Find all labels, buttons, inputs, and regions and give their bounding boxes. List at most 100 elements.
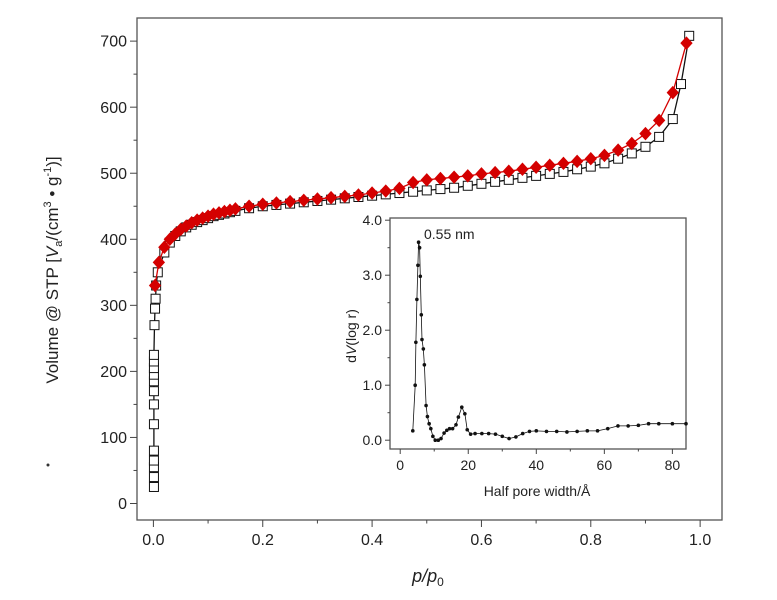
main-adsorption-point bbox=[148, 472, 159, 483]
inset-data-point bbox=[410, 429, 415, 433]
inset-data-point bbox=[415, 297, 419, 302]
inset-data-point bbox=[520, 431, 525, 436]
inset-data-point bbox=[465, 427, 470, 432]
main-adsorption-point bbox=[148, 349, 159, 360]
inset-data-point bbox=[544, 429, 549, 434]
main-adsorption-point bbox=[149, 320, 160, 331]
main-desorption-point bbox=[297, 193, 310, 208]
main-adsorption-point bbox=[421, 185, 432, 196]
inset-data-point bbox=[575, 429, 579, 434]
main-adsorption-point bbox=[626, 148, 637, 159]
inset-frame bbox=[389, 217, 687, 450]
inset-data-point bbox=[507, 436, 511, 441]
inset-data-point bbox=[433, 438, 438, 443]
main-adsorption-point bbox=[148, 445, 159, 456]
inset-data-point bbox=[684, 421, 688, 426]
main-desorption-point bbox=[666, 85, 679, 100]
inset-y-axis-label: dV(log r) bbox=[343, 309, 359, 363]
inset-data-point bbox=[429, 426, 433, 431]
main-y-tick-label: 200 bbox=[100, 364, 127, 381]
main-desorption-point bbox=[270, 196, 283, 210]
main-desorption-point bbox=[611, 143, 625, 157]
inset-data-point bbox=[493, 432, 498, 436]
main-y-tick-label: 100 bbox=[100, 430, 127, 447]
main-adsorption-point bbox=[148, 481, 159, 492]
main-x-axis-label: p/p0 bbox=[411, 566, 444, 589]
main-adsorption-point bbox=[148, 419, 159, 430]
main-desorption-point bbox=[311, 192, 324, 206]
inset-data-point bbox=[480, 431, 484, 436]
main-x-tick-label: 0.0 bbox=[142, 532, 164, 549]
main-y-tick-label: 0 bbox=[118, 496, 127, 513]
main-y-tick-label: 700 bbox=[100, 34, 127, 51]
inset-data-point bbox=[425, 414, 430, 419]
inset-data-point bbox=[417, 245, 422, 250]
inset-data-point bbox=[626, 424, 630, 428]
inset-data-point bbox=[527, 429, 532, 434]
main-desorption-point bbox=[557, 156, 570, 171]
main-y-tick-label: 600 bbox=[100, 100, 127, 117]
inset-data-point bbox=[514, 435, 518, 439]
main-desorption-point bbox=[365, 186, 379, 200]
main-adsorption-point bbox=[667, 114, 678, 125]
main-y-tick-label: 500 bbox=[100, 166, 127, 183]
main-y-axis-label: Volume @ STP [Va/(cm3 • g-1)] bbox=[42, 156, 65, 383]
inset-data-point bbox=[419, 313, 424, 317]
inset-data-point bbox=[416, 240, 421, 244]
inset-data-point bbox=[554, 429, 559, 434]
inset-data-point bbox=[585, 429, 590, 433]
main-x-tick-label: 1.0 bbox=[689, 532, 711, 549]
main-x-tick-label: 0.8 bbox=[580, 532, 602, 549]
inset-data-point bbox=[616, 424, 620, 428]
inset-data-point bbox=[442, 431, 446, 435]
main-desorption-point bbox=[543, 158, 556, 173]
main-adsorption-point bbox=[640, 141, 651, 152]
inset-y-tick-label: 1.0 bbox=[363, 377, 383, 393]
main-desorption-point bbox=[393, 181, 406, 196]
main-desorption-point bbox=[529, 160, 543, 175]
inset-data-point bbox=[439, 436, 443, 441]
main-desorption-point bbox=[324, 190, 338, 205]
inset-data-point bbox=[450, 426, 455, 431]
main-desorption-point bbox=[148, 278, 162, 293]
main-desorption-point bbox=[379, 184, 392, 198]
inset-data-point bbox=[413, 383, 417, 388]
main-desorption-point bbox=[406, 175, 420, 190]
main-adsorption-point bbox=[150, 293, 161, 304]
inset-data-point bbox=[418, 274, 423, 279]
inset-data-point bbox=[656, 421, 661, 426]
main-x-tick-label: 0.6 bbox=[470, 532, 492, 549]
inset-data-point bbox=[436, 438, 441, 443]
inset-data-point bbox=[500, 434, 505, 439]
main-desorption-point bbox=[488, 165, 502, 180]
main-desorption-point bbox=[256, 197, 269, 212]
main-x-tick-label: 0.2 bbox=[252, 532, 274, 549]
inset-data-point bbox=[427, 421, 431, 426]
main-adsorption-point bbox=[462, 180, 473, 191]
inset-data-point bbox=[445, 428, 449, 433]
main-desorption-point bbox=[434, 171, 447, 186]
main-desorption-point bbox=[420, 173, 433, 187]
inset-x-tick-label: 40 bbox=[529, 457, 545, 473]
inset-data-point bbox=[605, 426, 610, 431]
main-desorption-point bbox=[158, 240, 171, 254]
main-desorption-point bbox=[625, 136, 638, 151]
main-adsorption-point bbox=[449, 182, 460, 193]
main-adsorption-point bbox=[148, 386, 159, 397]
main-x-tick-label: 0.4 bbox=[361, 532, 383, 549]
stray-dot bbox=[46, 463, 50, 467]
inset-y-tick-label: 2.0 bbox=[363, 322, 383, 338]
main-adsorption-point bbox=[148, 399, 159, 410]
main-adsorption-point bbox=[476, 178, 487, 189]
inset-data-point bbox=[473, 431, 477, 436]
inset-data-point bbox=[534, 429, 539, 433]
inset-data-point bbox=[486, 431, 491, 436]
inset-data-point bbox=[595, 429, 600, 433]
inset-peak-annotation: 0.55 nm bbox=[424, 226, 475, 242]
inset-data-point bbox=[454, 423, 458, 427]
inset-data-point bbox=[447, 426, 452, 431]
main-desorption-point bbox=[652, 113, 666, 128]
main-desorption-point bbox=[283, 194, 297, 209]
main-adsorption-point bbox=[654, 131, 665, 142]
main-desorption-point bbox=[475, 167, 488, 181]
